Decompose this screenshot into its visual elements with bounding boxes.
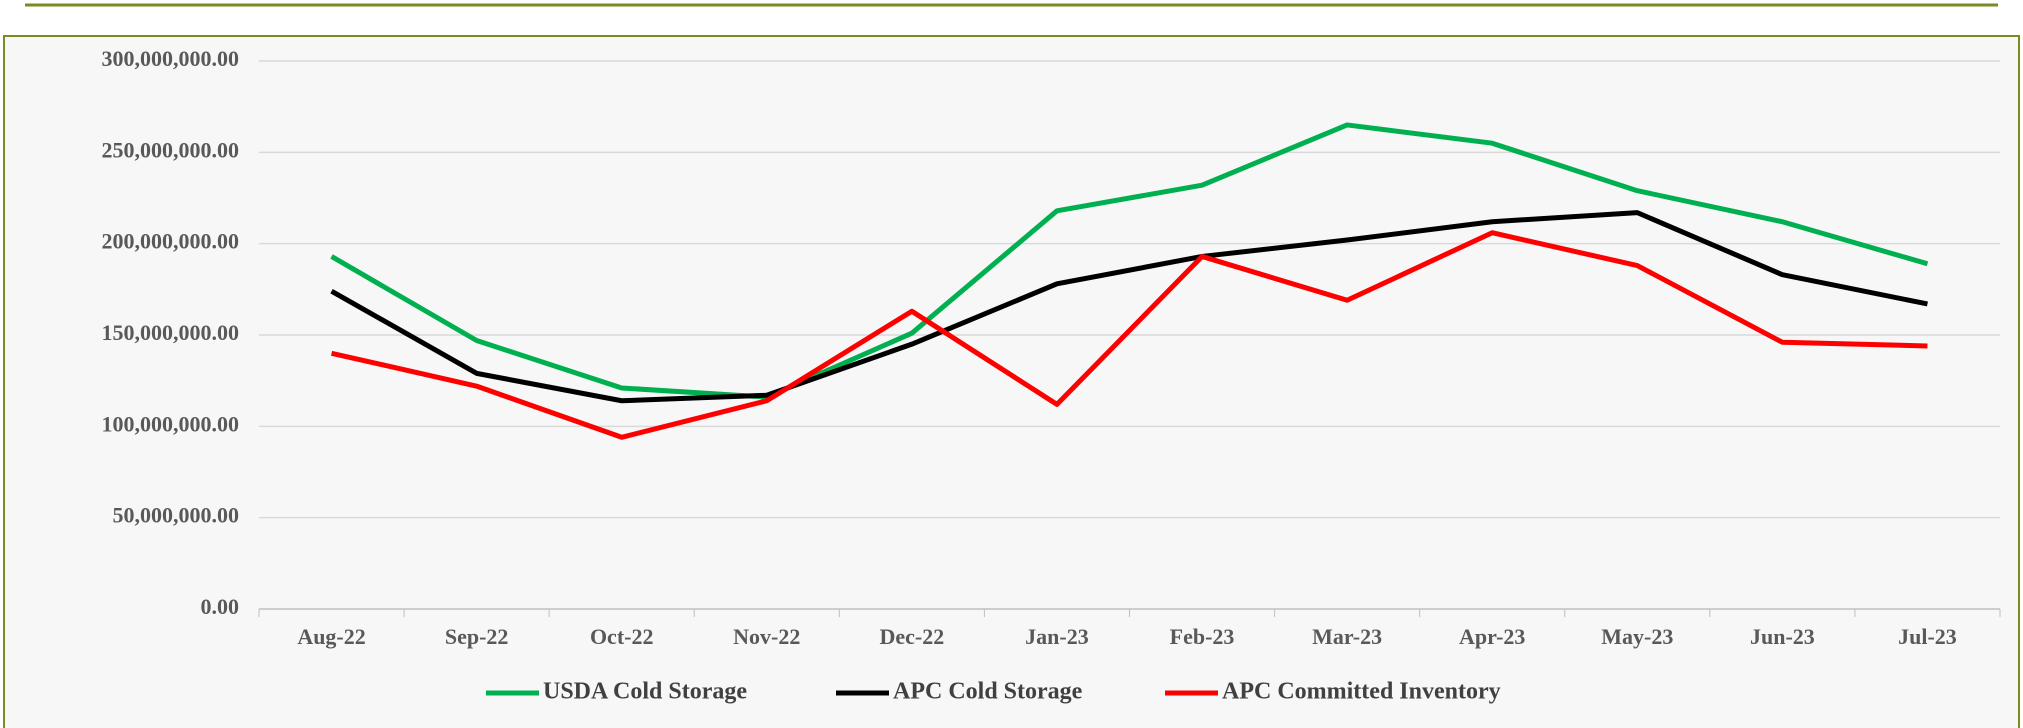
- x-tick-label: Feb-23: [1170, 624, 1235, 649]
- y-tick-label: 250,000,000.00: [102, 137, 240, 162]
- legend-label: APC Committed Inventory: [1222, 679, 1501, 705]
- y-tick-label: 0.00: [201, 594, 240, 619]
- x-tick-label: Oct-22: [590, 624, 654, 649]
- x-tick-label: Jun-23: [1750, 624, 1815, 649]
- y-tick-label: 50,000,000.00: [113, 503, 240, 528]
- x-tick-label: Jan-23: [1025, 624, 1089, 649]
- y-tick-label: 200,000,000.00: [102, 229, 240, 254]
- x-tick-label: Apr-23: [1459, 624, 1525, 649]
- x-tick-label: Mar-23: [1312, 624, 1382, 649]
- series-line: [330, 210, 1928, 404]
- x-tick-label: Nov-22: [733, 624, 800, 649]
- x-tick-label: Aug-22: [297, 624, 365, 649]
- x-tick-label: Dec-22: [880, 624, 945, 649]
- series-line: [330, 122, 1929, 400]
- x-tick-label: May-23: [1601, 624, 1673, 649]
- legend-label: APC Cold Storage: [893, 679, 1083, 705]
- x-tick-label: Sep-22: [445, 624, 509, 649]
- y-tick-label: 150,000,000.00: [102, 320, 240, 345]
- y-tick-label: 300,000,000.00: [102, 46, 240, 71]
- y-tick-label: 100,000,000.00: [102, 411, 240, 436]
- series-line: [330, 230, 1928, 440]
- chart-frame: [3, 35, 2020, 728]
- x-tick-label: Jul-23: [1898, 624, 1957, 649]
- legend-label: USDA Cold Storage: [543, 679, 747, 705]
